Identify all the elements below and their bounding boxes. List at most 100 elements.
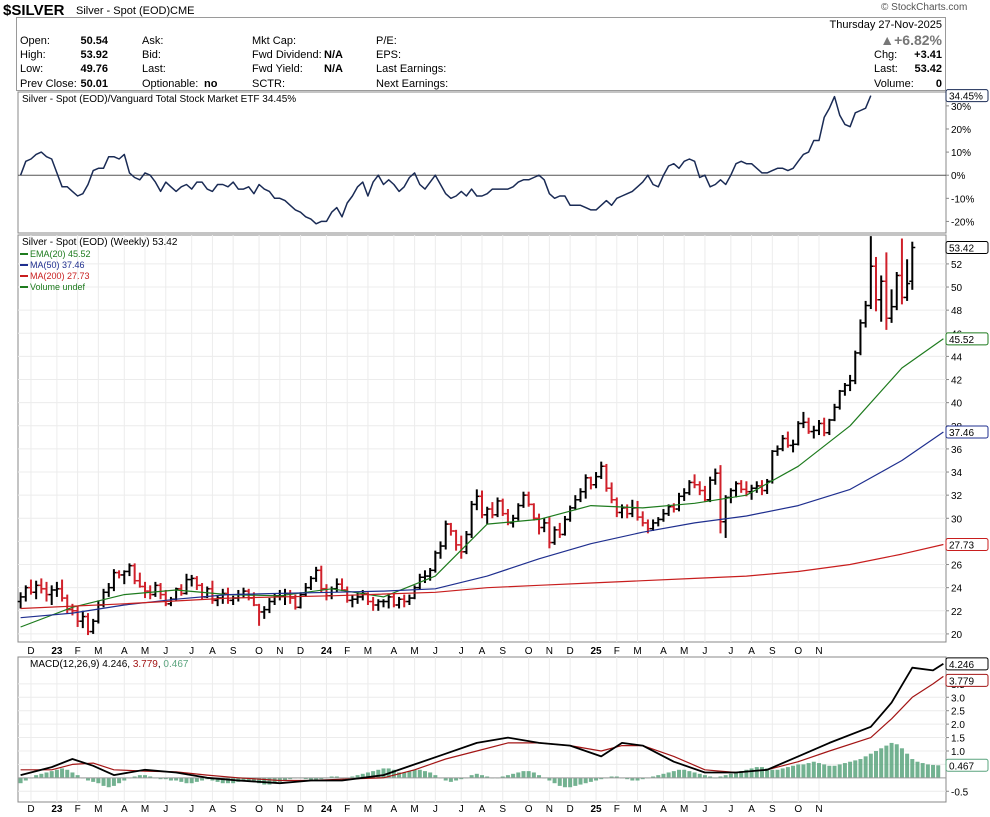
macd-histogram-bar — [148, 776, 153, 778]
macd-histogram-bar — [179, 777, 184, 782]
field-sctr-label: SCTR: — [252, 78, 285, 90]
macd-histogram-bar — [194, 777, 199, 782]
macd-histogram-bar — [319, 777, 324, 780]
y-tick-label: 2.0 — [951, 720, 965, 731]
macd-histogram-bar — [448, 777, 453, 782]
field-optionable-value: no — [204, 78, 218, 90]
y-tick-label: -0.5 — [951, 787, 969, 798]
macd-histogram-bar — [18, 777, 23, 784]
macd-histogram-bar — [54, 769, 59, 778]
x-tick-label: M — [633, 804, 641, 815]
x-tick-label: O — [255, 646, 263, 657]
macd-histogram-bar — [34, 775, 39, 778]
macd-histogram-bar — [257, 777, 262, 784]
watermark: © StockCharts.com — [881, 2, 968, 13]
quote-box — [16, 17, 946, 91]
legend-label: MA(50) 37.46 — [30, 260, 85, 270]
x-tick-label: J — [189, 646, 194, 657]
field-chg-label: Chg: — [874, 49, 898, 61]
ma-last-label-1-box — [945, 425, 989, 439]
x-tick-label: O — [794, 646, 802, 657]
macd-histogram-bar — [371, 771, 376, 778]
x-tick-label: M — [141, 804, 149, 815]
y-tick-label: -20% — [951, 217, 974, 228]
macd-histogram-bar — [485, 776, 490, 778]
macd-histogram-bar — [516, 772, 521, 778]
macd-histogram-bar — [578, 777, 583, 785]
macd-histogram-bar — [428, 772, 433, 778]
x-tick-label: J — [702, 804, 707, 815]
macd-histogram-bar — [70, 772, 75, 778]
macd-histogram-bar — [796, 764, 801, 778]
macd-histogram-bar — [267, 777, 272, 785]
macd-histogram-bar — [547, 777, 552, 781]
macd-histogram-bar — [60, 768, 65, 778]
macd-line — [20, 663, 944, 785]
x-tick-label: J — [433, 804, 438, 815]
macd-hist-last-label-box — [945, 758, 989, 772]
macd-histogram-bar — [702, 775, 707, 778]
x-tick-label: 24 — [321, 646, 333, 657]
x-tick-label: S — [769, 646, 776, 657]
macd-last-label: 4.246 — [949, 660, 974, 671]
y-tick-label: 24 — [951, 584, 963, 595]
x-tick-label: A — [209, 804, 216, 815]
macd-histogram-bar — [879, 748, 884, 778]
macd-histogram-bar — [443, 777, 448, 781]
macd-histogram-bar — [91, 777, 96, 782]
x-tick-label: A — [479, 646, 486, 657]
macd-histogram-bar — [334, 776, 339, 778]
macd-histogram-bar — [687, 771, 692, 778]
macd-histogram-bar — [677, 769, 682, 778]
x-tick-label: A — [209, 646, 216, 657]
x-tick-label: M — [410, 646, 418, 657]
x-tick-label: A — [391, 804, 398, 815]
y-tick-label: 42 — [951, 376, 963, 387]
macd-histogram-bar — [365, 772, 370, 778]
field-fwd-yield-label: Fwd Yield: — [252, 63, 303, 75]
macd-histogram-bar — [376, 769, 381, 778]
macd-histogram-bar — [350, 776, 355, 778]
field-low-label: Low: — [20, 63, 44, 75]
macd-histogram-bar — [189, 777, 194, 784]
ma-last-label-1: 37.46 — [949, 428, 974, 439]
macd-title-part: , — [158, 659, 164, 670]
macd-histogram-bar — [708, 776, 713, 778]
macd-histogram-bar — [827, 765, 832, 778]
macd-histogram-bar — [454, 777, 459, 781]
y-tick-label: 34 — [951, 468, 963, 479]
macd-histogram-bar — [863, 756, 868, 778]
field-fwd-dividend-value: N/A — [324, 49, 343, 61]
macd-histogram-bar — [417, 769, 422, 778]
macd-histogram-bar — [39, 773, 44, 778]
macd-histogram-bar — [791, 765, 796, 778]
x-tick-label: S — [230, 804, 237, 815]
x-tick-label: 25 — [590, 804, 602, 815]
field-last-price-value: 53.42 — [914, 63, 942, 75]
macd-histogram-bar — [837, 764, 842, 778]
y-tick-label: 36 — [951, 445, 963, 456]
ratio-last-label-box — [945, 89, 989, 103]
macd-histogram-bar — [816, 763, 821, 778]
field-mktcap-label: Mkt Cap: — [252, 35, 297, 47]
field-pe-label: P/E: — [376, 35, 397, 47]
ma-line-0 — [20, 338, 944, 628]
macd-histogram-bar — [137, 775, 142, 778]
macd-histogram-bar — [200, 777, 205, 781]
macd-histogram-bar — [739, 771, 744, 778]
x-tick-label: A — [121, 804, 128, 815]
ma-last-label-0: 45.52 — [949, 335, 974, 346]
macd-histogram-bar — [163, 777, 168, 780]
macd-histogram-bar — [288, 777, 293, 780]
macd-hist-last-label: 0.467 — [949, 761, 974, 772]
macd-histogram-bar — [557, 777, 562, 786]
y-tick-label: 40 — [951, 399, 963, 410]
macd-histogram-bar — [625, 777, 630, 780]
x-tick-label: J — [189, 804, 194, 815]
x-tick-label: M — [94, 646, 102, 657]
macd-histogram-bar — [459, 777, 464, 780]
field-bid-label: Bid: — [142, 49, 161, 61]
macd-histogram-bar — [241, 777, 246, 781]
macd-histogram-bar — [220, 777, 225, 784]
macd-histogram-bar — [822, 764, 827, 778]
